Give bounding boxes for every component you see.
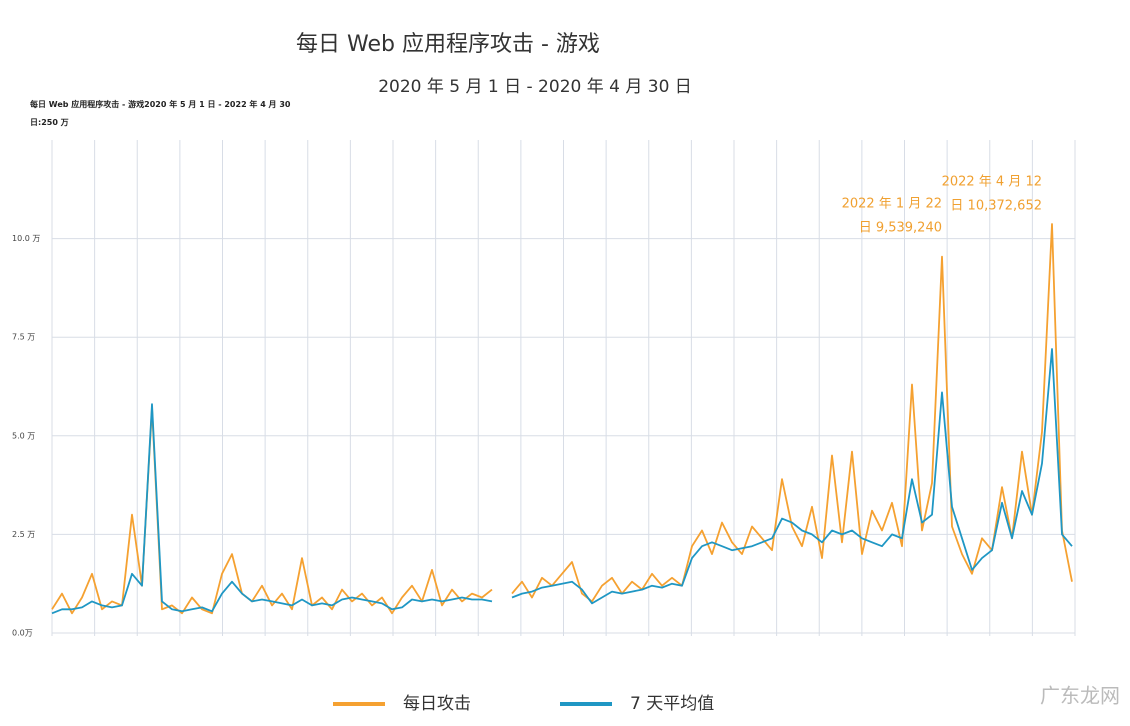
- chart-note: 每日 Web 应用程序攻击 - 游戏2020 年 5 月 1 日 - 2022 …: [30, 100, 291, 127]
- series-line: [51, 223, 1073, 615]
- y-tick-label: 0.0万: [12, 629, 33, 638]
- legend-label: 7 天平均值: [630, 694, 714, 714]
- y-tick-label: 2.5 万: [12, 530, 35, 539]
- y-tick-label: 7.5 万: [12, 333, 35, 342]
- annotation: 2022 年 1 月 22: [842, 197, 942, 212]
- annotation: 日 9,539,240: [859, 221, 942, 236]
- chart-subtitle: 2020 年 5 月 1 日 - 2020 年 4 月 30 日: [378, 77, 692, 97]
- annotation: 2022 年 4 月 12: [942, 175, 1042, 190]
- legend-label: 每日攻击: [403, 694, 471, 714]
- note-box: 每日 Web 应用程序攻击 - 游戏2020 年 5 月 1 日 - 2022 …: [30, 100, 291, 127]
- y-tick-label: 5.0 万: [12, 431, 35, 440]
- y-tick-label: 10.0 万: [12, 234, 40, 243]
- annotation: 日 10,372,652: [950, 199, 1042, 214]
- series-line: [51, 348, 1073, 615]
- watermark: 广东龙网: [1040, 684, 1120, 708]
- chart-title: 每日 Web 应用程序攻击 - 游戏: [296, 32, 600, 57]
